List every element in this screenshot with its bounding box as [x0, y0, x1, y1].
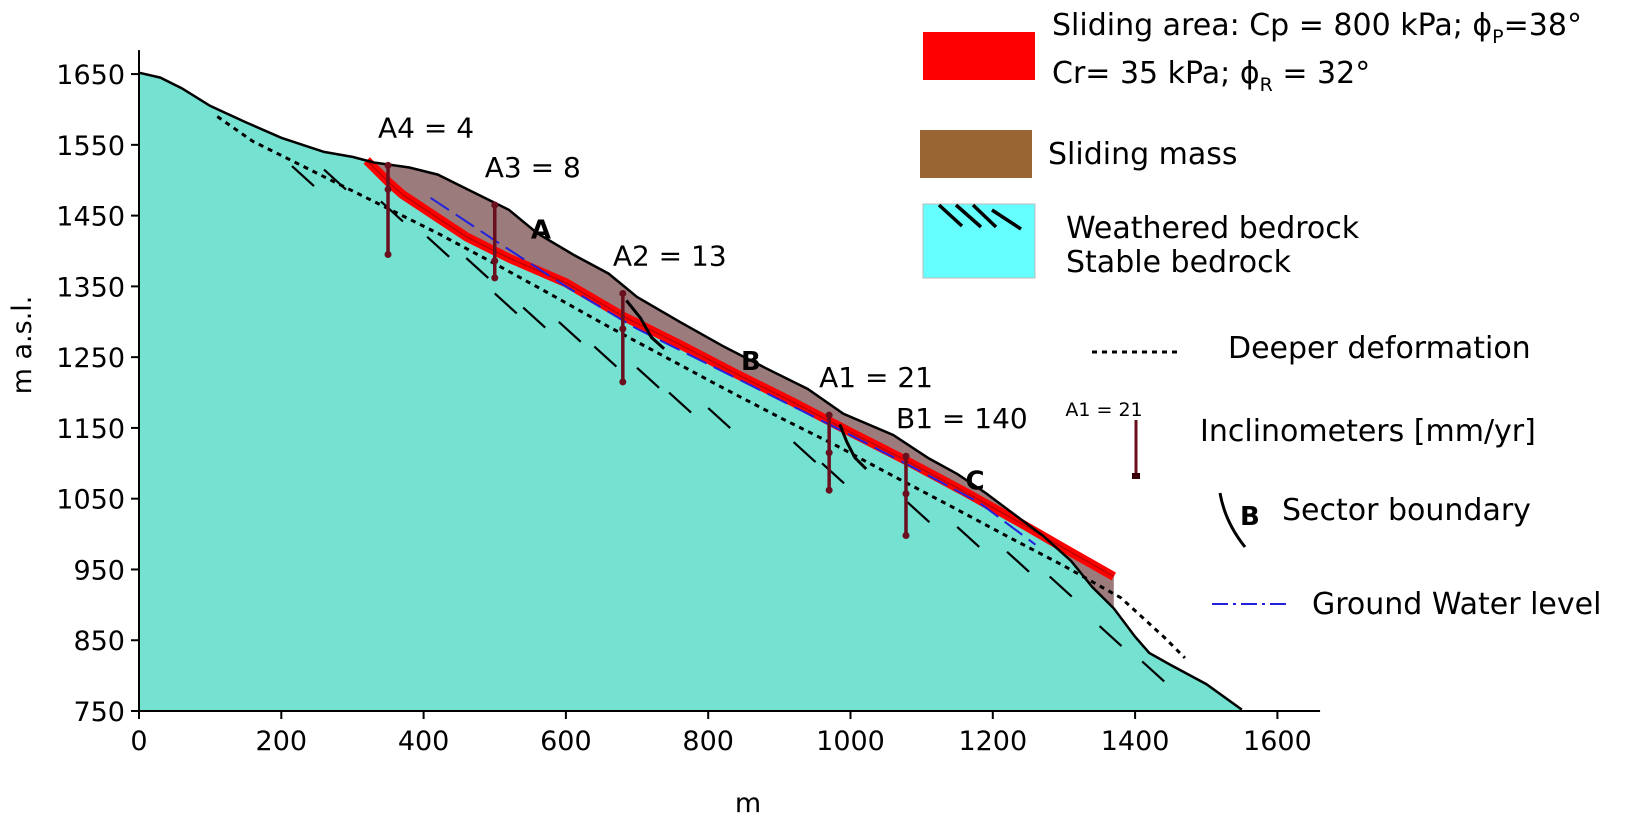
legend-inclinometer-example-label: A1 = 21: [1065, 399, 1142, 421]
ground-surface-line: [138, 71, 1243, 711]
inclinometer-marker: [902, 531, 910, 539]
hatch-mark: [494, 292, 518, 315]
y-tick-label: 1050: [56, 485, 125, 516]
x-axis-label: m: [735, 788, 761, 819]
y-ticks: 750 850 950 1050 1150 1250 1350 1450 1550 1650: [56, 60, 139, 728]
legend: Sliding area: Cp = 800 kPa; ϕP=38° Cr= 3…: [920, 8, 1601, 622]
legend-gwl-label: Ground Water level: [1312, 587, 1601, 622]
x-tick-label: 1600: [1243, 726, 1312, 757]
legend-inclinometers-label: Inclinometers [mm/yr]: [1200, 414, 1536, 449]
deeper-deformation-line: [216, 115, 1186, 659]
y-tick-label: 1550: [56, 131, 125, 162]
y-tick-label: 750: [73, 697, 125, 728]
x-tick-label: 1200: [958, 726, 1027, 757]
legend-sector-boundary-label: Sector boundary: [1282, 493, 1531, 528]
inclinometer-marker: [384, 251, 392, 259]
inclinometer-marker: [491, 274, 499, 282]
y-axis-label: m a.s.l.: [7, 296, 38, 395]
inclinometer-marker: [384, 185, 392, 193]
legend-stable-bedrock-label: Stable bedrock: [1066, 245, 1292, 280]
legend-sliding-area-line1: Sliding area: Cp = 800 kPa; ϕP=38°: [1052, 8, 1582, 48]
hatch-mark: [426, 236, 450, 258]
hatch-mark: [956, 526, 980, 548]
hatch-mark: [668, 391, 692, 414]
sector-boundaries: [625, 299, 868, 471]
x-tick-label: 200: [256, 726, 308, 757]
hatch-mark: [1048, 575, 1073, 598]
inclinometer-marker: [384, 161, 392, 169]
inclinometer-marker: [902, 452, 910, 460]
legend-weathered-hatch-icon: [937, 203, 1022, 231]
x-ticks: 0 200 400 600 800 1000 1200 1400 1600: [130, 711, 1312, 757]
legend-sliding-mass-label: Sliding mass: [1048, 137, 1238, 172]
hatch-mark: [792, 441, 817, 463]
legend-sector-symbol: B: [1240, 502, 1260, 532]
hatch-mark: [380, 200, 404, 223]
hatch-mark: [906, 501, 931, 524]
axes: 0 200 400 600 800 1000 1200 1400 1600 750 850 950 1…: [7, 50, 1321, 819]
legend-deeper-deformation-label: Deeper deformation: [1228, 331, 1531, 366]
hatch-mark: [593, 345, 618, 368]
sector-boundary-line: [838, 423, 868, 471]
sector-boundary-line: [625, 299, 666, 350]
hatch-mark: [291, 165, 315, 187]
hatch-mark: [1141, 660, 1165, 683]
stable-bedrock-area: [139, 72, 1242, 711]
ground-water-level-line: [430, 197, 1037, 546]
hatch-mark: [821, 462, 845, 485]
inclinometer-marker: [491, 201, 499, 209]
y-tick-label: 1250: [56, 343, 125, 374]
legend-sliding-mass-swatch: [920, 130, 1032, 178]
y-tick-label: 1450: [56, 202, 125, 233]
inclinometer-marker: [825, 449, 833, 457]
sliding-mass-area: [366, 160, 1114, 609]
inclinometer-label: A4 = 4: [378, 111, 474, 144]
x-tick-label: 1400: [1101, 726, 1170, 757]
y-tick-label: 1350: [56, 272, 125, 303]
sector-label-c: C: [965, 466, 984, 496]
x-tick-label: 800: [682, 726, 734, 757]
inclinometers: A4 = 4 A3 = 8 A2 = 13 A1 = 21 B1 = 140: [378, 111, 1028, 539]
y-tick-label: 850: [73, 626, 125, 657]
inclinometer-marker: [825, 411, 833, 419]
y-tick-label: 1650: [56, 60, 125, 91]
legend-sliding-area-line2: Cr= 35 kPa; ϕR = 32°: [1052, 56, 1370, 96]
inclinometer-label: A1 = 21: [819, 361, 933, 394]
sector-label-a: A: [531, 215, 551, 245]
inclinometer-marker: [619, 325, 627, 333]
inclinometer-label: A2 = 13: [613, 239, 727, 272]
hatch-mark: [636, 366, 660, 389]
legend-weathered-bedrock-label: Weathered bedrock: [1066, 211, 1360, 246]
inclinometer-marker: [491, 257, 499, 265]
inclinometer-marker: [619, 289, 627, 297]
x-tick-label: 0: [130, 726, 147, 757]
x-tick-label: 400: [398, 726, 450, 757]
sector-labels: A B C: [531, 215, 985, 496]
legend-inclinometer-base: [1132, 473, 1140, 479]
y-tick-label: 950: [73, 555, 125, 586]
inclinometer-label: A3 = 8: [485, 151, 581, 184]
inclinometer-marker: [825, 486, 833, 494]
hatch-mark: [707, 407, 731, 429]
x-tick-label: 600: [540, 726, 592, 757]
legend-sliding-area-swatch: [923, 32, 1035, 80]
hatch-mark: [1006, 550, 1030, 573]
legend-sector-boundary-icon: [1218, 492, 1247, 548]
inclinometer-label: B1 = 140: [896, 402, 1028, 435]
hatch-mark: [522, 306, 546, 329]
inclinometer-marker: [902, 490, 910, 498]
sector-label-b: B: [741, 347, 761, 377]
sliding-area-inner-line: [366, 159, 1115, 578]
x-tick-label: 1000: [816, 726, 885, 757]
plot-area: A4 = 4 A3 = 8 A2 = 13 A1 = 21 B1 = 140 A B C: [138, 71, 1243, 711]
weathered-bedrock-hatches: [291, 165, 1165, 683]
hatch-mark: [465, 257, 490, 279]
legend-bedrock-swatch: [922, 203, 1036, 279]
inclinometer-marker: [619, 378, 627, 386]
y-tick-label: 1150: [56, 414, 125, 445]
hatch-mark: [558, 320, 582, 343]
hatch-mark: [1098, 625, 1123, 647]
